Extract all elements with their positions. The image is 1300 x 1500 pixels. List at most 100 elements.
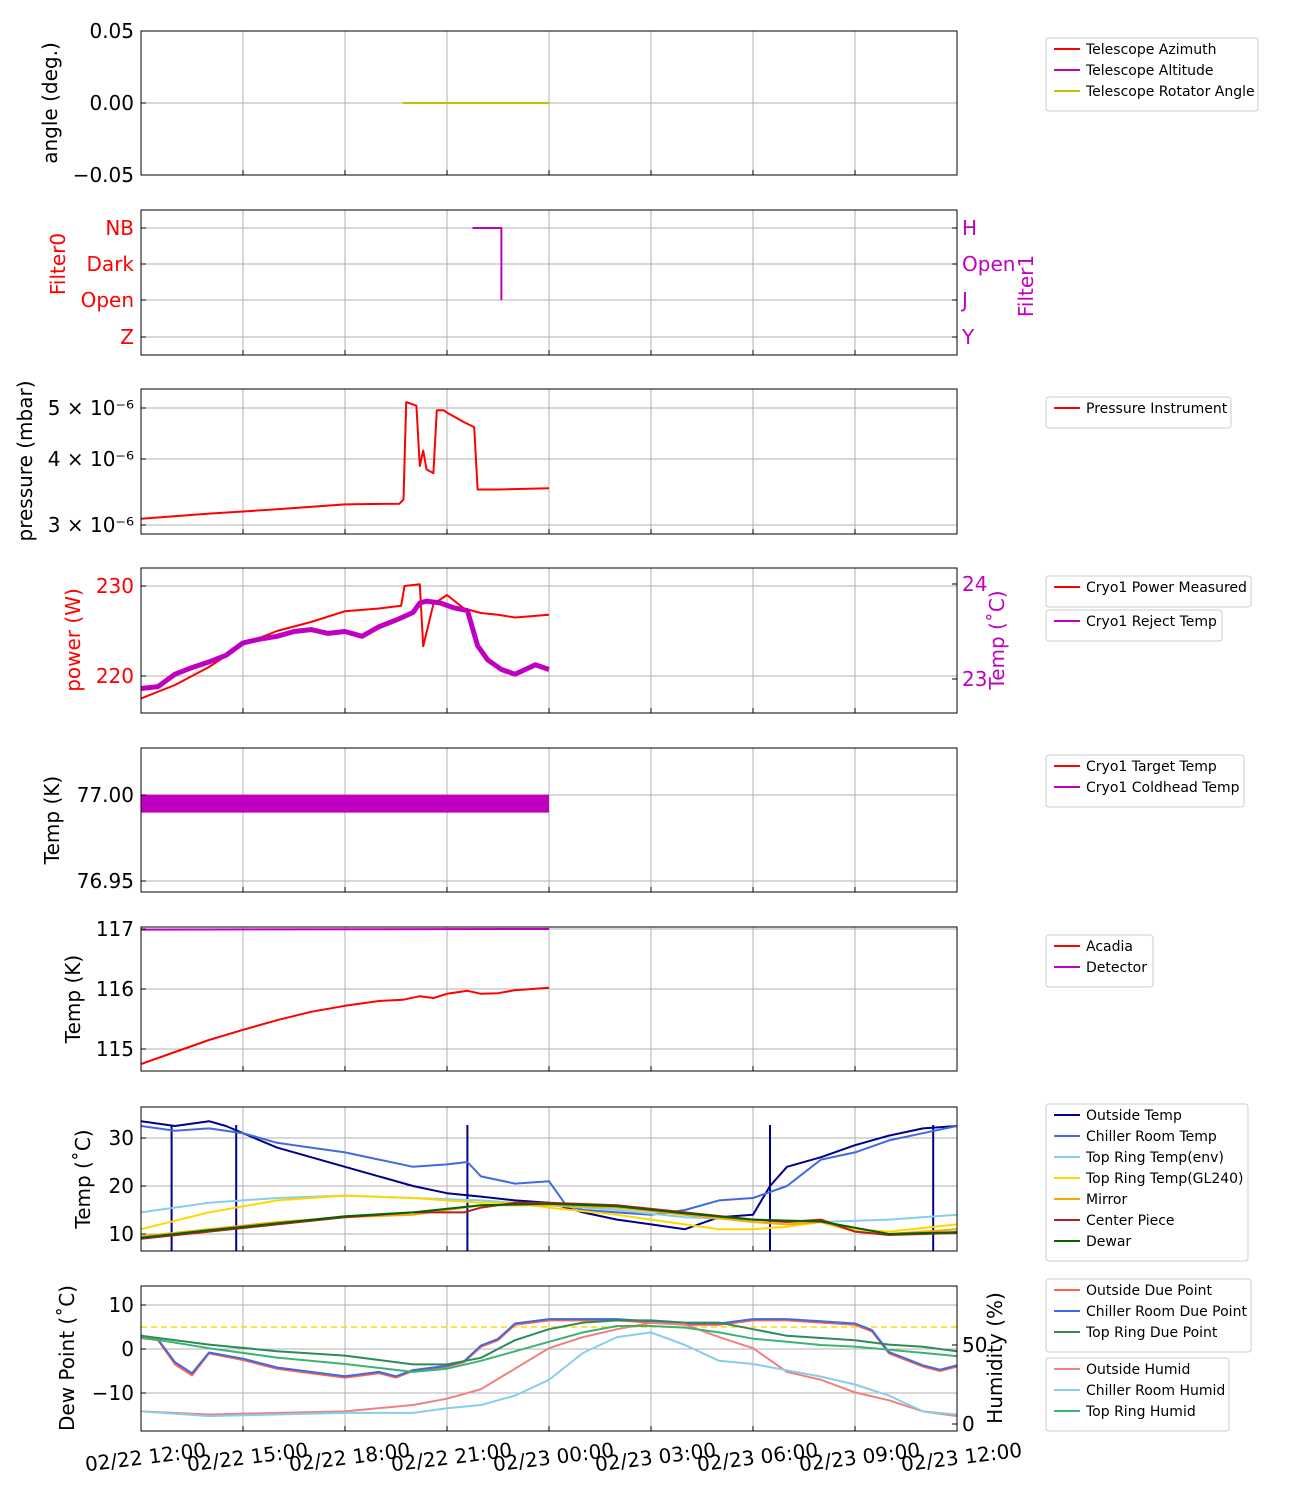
grid — [141, 210, 957, 355]
y-tick-label-right: 24 — [962, 572, 987, 596]
panel-4: 230 220 24 23 power (W) Temp (˚C) Cryo1 Power … — [61, 567, 1252, 714]
grid — [141, 927, 957, 1071]
legend-box — [1045, 396, 1232, 429]
legend: Outside Due Point Chiller Room Due Point T… — [1045, 1278, 1252, 1353]
y-tick-label-right: Y — [961, 325, 975, 349]
legend-box — [1045, 575, 1252, 608]
legend-label: Top Ring Temp(GL240) — [1085, 1171, 1244, 1187]
series-line — [141, 1331, 957, 1418]
y-axis-label-right: Humidity (%) — [983, 1292, 1007, 1424]
y-tick-label: 0 — [121, 1337, 134, 1361]
series-group — [141, 401, 550, 520]
series-line — [472, 227, 503, 300]
legend: Acadia Detector — [1045, 934, 1154, 988]
legend-label: Mirror — [1086, 1192, 1127, 1208]
legend-box — [1045, 1103, 1249, 1262]
legend-label: Detector — [1086, 960, 1147, 976]
legend-box — [1045, 934, 1154, 988]
legend-box — [1045, 754, 1245, 808]
legend-label: Cryo1 Power Measured — [1086, 580, 1247, 596]
panel-6: 117 116 115 Temp (K) Acadia Detector — [61, 917, 1154, 1072]
y-tick-label-right: 23 — [962, 667, 987, 691]
legend: Cryo1 Power Measured — [1045, 575, 1252, 608]
y-tick-label-right: 0 — [962, 1412, 975, 1436]
y-axis-label-right: Filter1 — [1014, 255, 1038, 317]
series-line — [141, 1325, 957, 1373]
series-line — [141, 1202, 957, 1239]
legend-label: Pressure Instrument — [1086, 401, 1228, 417]
series-line — [141, 1321, 957, 1418]
y-axis-label: Dew Point (˚C) — [55, 1285, 79, 1431]
legend-label: Cryo1 Reject Temp — [1086, 614, 1217, 630]
legend: Cryo1 Reject Temp — [1045, 609, 1223, 642]
y-tick-label: 230 — [96, 574, 134, 598]
legend-label: Chiller Room Humid — [1086, 1383, 1225, 1399]
grid — [141, 31, 957, 175]
series-line — [141, 598, 550, 691]
y-tick-label: 117 — [96, 917, 134, 941]
y-tick-label: 20 — [109, 1174, 134, 1198]
panel-3: 5 × 10⁻⁶ 4 × 10⁻⁶ 3 × 10⁻⁶ pressure (mbar) P… — [13, 380, 1232, 542]
y-tick-label: 30 — [109, 1126, 134, 1150]
panel-1: 0.05 0.00 −0.05 angle (deg.) Telescope Azimu… — [38, 19, 1259, 187]
legend-label: Center Piece — [1086, 1213, 1175, 1229]
legend: Outside Temp Chiller Room Temp Top Ring Te… — [1045, 1103, 1249, 1262]
y-tick-label: Dark — [87, 252, 135, 276]
y-axis-label: Temp (K) — [40, 776, 64, 865]
legend: Cryo1 Target Temp Cryo1 Coldhead Temp — [1045, 754, 1245, 808]
legend-label: Dewar — [1086, 1234, 1131, 1250]
y-tick-label: Open — [81, 288, 134, 312]
legend-label: Outside Due Point — [1086, 1283, 1213, 1299]
legend-label: Top Ring Due Point — [1085, 1325, 1218, 1341]
y-tick-label: 77.00 — [77, 783, 134, 807]
y-axis-label: power (W) — [61, 588, 85, 692]
legend-label: Cryo1 Coldhead Temp — [1086, 780, 1240, 796]
y-tick-label-right: 50 — [962, 1333, 987, 1357]
y-tick-label: 116 — [96, 977, 134, 1001]
legend-label: Chiller Room Temp — [1086, 1129, 1217, 1145]
y-tick-label: 5 × 10⁻⁶ — [48, 396, 134, 420]
series-group — [141, 928, 550, 1065]
y-tick-label-right: Open — [962, 252, 1015, 276]
panel-8: 10 0 −10 50 0 Dew Point (˚C) Humidity (%) Outsi… — [55, 1278, 1252, 1436]
legend-label: Telescope Rotator Angle — [1085, 84, 1255, 100]
series-group — [141, 1318, 957, 1418]
y-tick-label: 10 — [109, 1222, 134, 1246]
series-line — [141, 1319, 957, 1366]
legend-label: Outside Humid — [1086, 1362, 1190, 1378]
y-tick-label: 3 × 10⁻⁶ — [48, 513, 134, 537]
y-tick-label-right: H — [962, 216, 977, 240]
series-group — [141, 1120, 957, 1251]
y-axis-label: angle (deg.) — [38, 42, 62, 164]
legend-label: Top Ring Temp(env) — [1085, 1150, 1224, 1166]
y-tick-label-right: J — [960, 288, 968, 312]
y-tick-label: 4 × 10⁻⁶ — [48, 447, 134, 471]
y-tick-label: 10 — [109, 1293, 134, 1317]
y-tick-label: 0.05 — [89, 19, 134, 43]
y-axis-label-right: Temp (˚C) — [985, 590, 1009, 690]
legend-box — [1045, 37, 1259, 112]
y-tick-label: 220 — [96, 664, 134, 688]
legend-label: Chiller Room Due Point — [1086, 1304, 1247, 1320]
series-line — [141, 928, 550, 931]
y-tick-label: NB — [105, 216, 134, 240]
series-group — [472, 227, 503, 300]
series-line — [141, 401, 550, 520]
grid — [141, 1107, 957, 1251]
legend-label: Outside Temp — [1086, 1108, 1182, 1124]
legend-box — [1045, 1357, 1230, 1432]
y-tick-label: 115 — [96, 1037, 134, 1061]
y-tick-label: −10 — [92, 1381, 134, 1405]
y-tick-label: 0.00 — [89, 91, 134, 115]
series-line — [141, 1318, 957, 1378]
panel-2: NB Dark Open Z H Open JY Filter0 Filter1 — [46, 209, 1038, 356]
legend: Telescope Azimuth Telescope Altitude Teles… — [1045, 37, 1259, 112]
y-axis-label: Temp (K) — [61, 955, 85, 1044]
legend-label: Acadia — [1086, 939, 1133, 955]
legend-label: Telescope Azimuth — [1085, 42, 1216, 58]
series-group — [141, 583, 550, 700]
legend: Outside Humid Chiller Room Humid Top Ring … — [1045, 1357, 1230, 1432]
grid — [141, 389, 957, 534]
series-line — [141, 1125, 957, 1216]
